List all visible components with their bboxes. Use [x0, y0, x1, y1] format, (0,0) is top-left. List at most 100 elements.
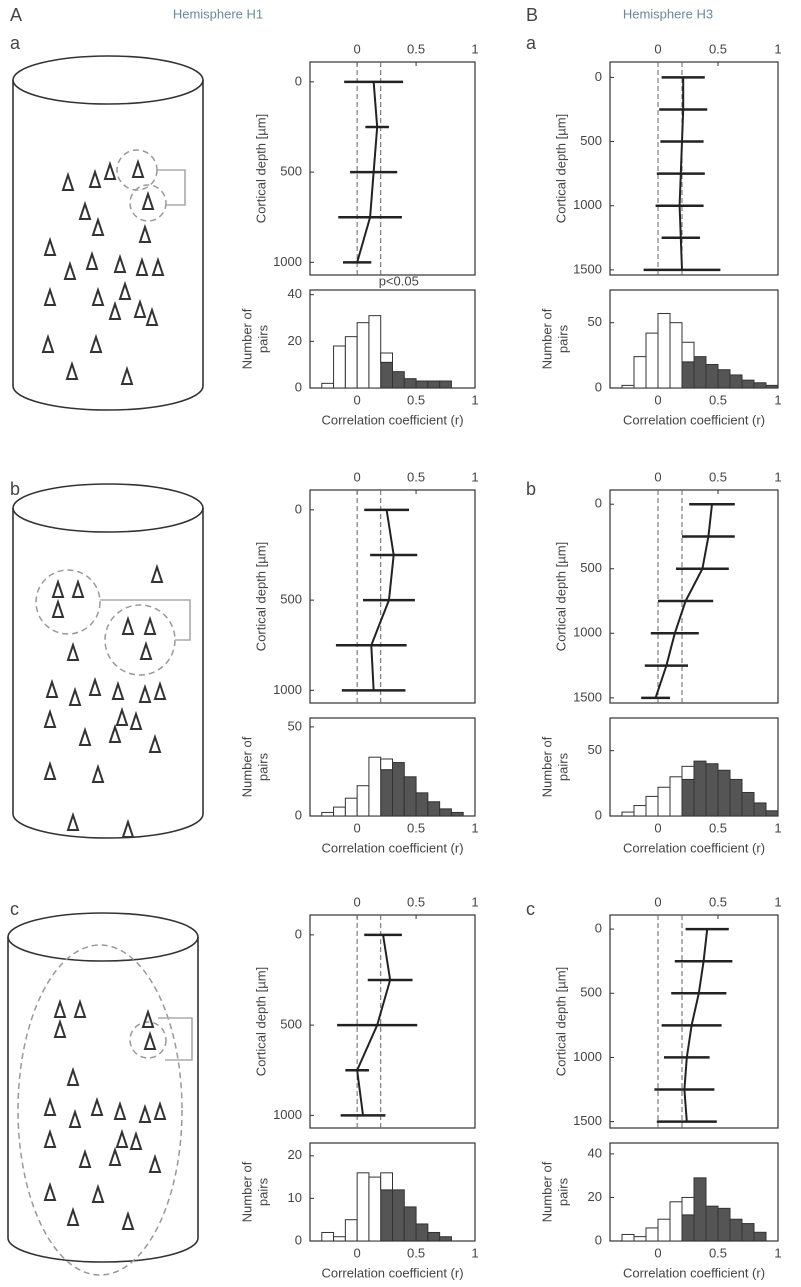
row-letter: c — [10, 899, 19, 919]
y-tick-label: 0 — [595, 921, 602, 936]
panel-letter: A — [10, 5, 22, 25]
histogram-bar — [416, 381, 428, 388]
y-axis-label: Cortical depth [µm] — [253, 967, 268, 1076]
histogram-bar — [634, 357, 646, 388]
neuron-triangle — [45, 1100, 55, 1115]
histogram-bar — [345, 337, 357, 388]
y-axis-label: Number of — [239, 736, 254, 797]
y-tick-label: 50 — [288, 718, 302, 733]
cylinder-top — [8, 913, 198, 961]
histogram-bar — [381, 362, 393, 388]
y-axis-label: Number of — [539, 308, 554, 369]
y-tick-label: 0 — [295, 1232, 302, 1247]
x-tick-label: 0 — [354, 469, 361, 484]
neuron-triangle — [92, 1100, 102, 1115]
histogram-bar — [357, 1173, 369, 1241]
y-axis-label: Cortical depth [µm] — [553, 967, 568, 1076]
histogram-bar — [742, 792, 754, 816]
y-axis-label: Cortical depth [µm] — [553, 114, 568, 223]
neuron-triangle — [55, 1022, 65, 1037]
histogram-bar — [682, 342, 694, 362]
histogram-bar — [369, 757, 381, 816]
neuron-triangle — [153, 260, 163, 275]
neuron-triangle — [53, 582, 63, 597]
neuron-triangle — [110, 727, 120, 742]
histogram-bar — [634, 1237, 646, 1241]
x-axis-label: Correlation coefficient (r) — [321, 412, 463, 427]
y-tick-label: 1000 — [573, 1049, 602, 1064]
neuron-triangle — [45, 712, 55, 727]
x-tick-label: 0.5 — [709, 41, 727, 56]
neuron-triangle — [140, 687, 150, 702]
histogram-bar — [766, 385, 778, 388]
neuron-triangle — [141, 644, 151, 659]
neuron-triangle — [133, 162, 143, 177]
x-tick-label: 0.5 — [407, 392, 425, 407]
histogram-bar — [670, 777, 682, 816]
y-tick-label: 0 — [595, 807, 602, 822]
histogram-bar — [754, 803, 766, 816]
y-axis-label: pairs — [555, 324, 570, 353]
histogram-bar — [381, 759, 393, 770]
neuron-triangle — [110, 304, 120, 319]
dashed-circle — [117, 150, 157, 190]
x-tick-label: 0 — [354, 820, 361, 835]
neuron-triangle — [55, 1002, 65, 1017]
neuron-triangle — [135, 302, 145, 317]
y-tick-label: 1000 — [273, 254, 302, 269]
histogram-bar — [670, 323, 682, 388]
histogram-bar — [718, 770, 730, 816]
panel-letter: B — [526, 5, 538, 25]
y-axis-label: Cortical depth [µm] — [253, 542, 268, 651]
histogram-bar — [766, 811, 778, 816]
neuron-triangle — [123, 619, 133, 634]
plot-frame — [310, 490, 475, 703]
x-tick-label: 1 — [471, 820, 478, 835]
histogram-bar — [451, 812, 463, 816]
x-tick-label: 1 — [471, 469, 478, 484]
neuron-triangle — [115, 257, 125, 272]
cylinder-top — [13, 484, 203, 532]
neuron-triangle — [45, 1185, 55, 1200]
neuron-triangle — [150, 737, 160, 752]
x-tick-label: 1 — [471, 41, 478, 56]
y-axis-label: Number of — [239, 308, 254, 369]
neuron-triangle — [123, 1214, 133, 1229]
neuron-triangle — [152, 567, 162, 582]
row-letter: c — [526, 899, 535, 919]
histogram-bar — [440, 381, 452, 388]
x-tick-label: 1 — [774, 820, 781, 835]
x-axis-label: Correlation coefficient (r) — [321, 840, 463, 855]
histogram-bar — [404, 379, 416, 388]
neuron-triangle — [45, 290, 55, 305]
histogram-bar — [742, 1224, 754, 1241]
y-tick-label: 40 — [588, 1145, 602, 1160]
neuron-triangle — [73, 582, 83, 597]
y-tick-label: 1000 — [273, 682, 302, 697]
histogram-bar — [381, 1190, 393, 1241]
neuron-triangle — [67, 364, 77, 379]
y-tick-label: 0 — [295, 807, 302, 822]
histogram-bar — [393, 763, 405, 816]
y-axis-label: pairs — [555, 1177, 570, 1206]
neuron-triangle — [65, 264, 75, 279]
y-tick-label: 1500 — [573, 689, 602, 704]
y-tick-label: 1500 — [573, 261, 602, 276]
y-tick-label: 50 — [588, 314, 602, 329]
x-tick-label: 0.5 — [407, 820, 425, 835]
histogram-bar — [357, 323, 369, 388]
histogram-bar — [381, 1173, 393, 1190]
histogram-bar — [428, 1232, 440, 1241]
histogram-bar — [706, 764, 718, 816]
neuron-triangle — [155, 1104, 165, 1119]
x-tick-label: 0.5 — [407, 1245, 425, 1260]
neuron-triangle — [87, 254, 97, 269]
x-axis-label: Correlation coefficient (r) — [623, 840, 765, 855]
x-tick-label: 1 — [774, 469, 781, 484]
y-tick-label: 500 — [280, 592, 302, 607]
x-tick-label: 0.5 — [407, 894, 425, 909]
y-axis-label: Number of — [539, 1161, 554, 1222]
histogram-bar — [322, 383, 334, 388]
histogram-bar — [622, 385, 634, 388]
neuron-triangle — [91, 337, 101, 352]
